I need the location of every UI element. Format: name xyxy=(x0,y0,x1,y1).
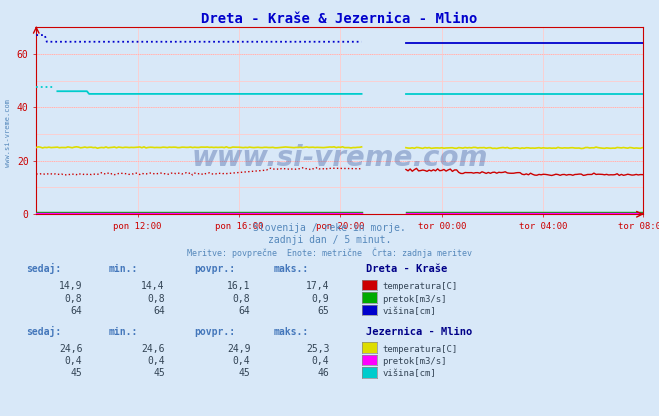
Text: 14,9: 14,9 xyxy=(59,281,82,291)
Text: 64: 64 xyxy=(71,306,82,316)
Text: sedaj:: sedaj: xyxy=(26,326,61,337)
Text: pretok[m3/s]: pretok[m3/s] xyxy=(382,295,447,304)
Text: 45: 45 xyxy=(71,369,82,379)
Text: 25,3: 25,3 xyxy=(306,344,330,354)
Text: sedaj:: sedaj: xyxy=(26,263,61,275)
Text: 65: 65 xyxy=(318,306,330,316)
Text: pretok[m3/s]: pretok[m3/s] xyxy=(382,357,447,366)
Text: zadnji dan / 5 minut.: zadnji dan / 5 minut. xyxy=(268,235,391,245)
Title: Dreta - Kraše & Jezernica - Mlino: Dreta - Kraše & Jezernica - Mlino xyxy=(201,12,478,26)
Text: 45: 45 xyxy=(239,369,250,379)
Text: 14,4: 14,4 xyxy=(141,281,165,291)
Text: Slovenija / reke in morje.: Slovenija / reke in morje. xyxy=(253,223,406,233)
Text: 16,1: 16,1 xyxy=(227,281,250,291)
Text: višina[cm]: višina[cm] xyxy=(382,307,436,316)
Text: temperatura[C]: temperatura[C] xyxy=(382,282,457,291)
Text: 0,8: 0,8 xyxy=(147,294,165,304)
Text: maks.:: maks.: xyxy=(273,265,308,275)
Text: 24,6: 24,6 xyxy=(141,344,165,354)
Text: Meritve: povprečne  Enote: metrične  Črta: zadnja meritev: Meritve: povprečne Enote: metrične Črta:… xyxy=(187,248,472,258)
Text: 64: 64 xyxy=(153,306,165,316)
Text: Dreta - Kraše: Dreta - Kraše xyxy=(366,265,447,275)
Text: 17,4: 17,4 xyxy=(306,281,330,291)
Text: 0,4: 0,4 xyxy=(233,356,250,366)
Text: 0,9: 0,9 xyxy=(312,294,330,304)
Text: 24,6: 24,6 xyxy=(59,344,82,354)
Text: min.:: min.: xyxy=(109,327,138,337)
Text: 24,9: 24,9 xyxy=(227,344,250,354)
Text: 0,4: 0,4 xyxy=(65,356,82,366)
Text: maks.:: maks.: xyxy=(273,327,308,337)
Text: povpr.:: povpr.: xyxy=(194,327,235,337)
Text: 0,8: 0,8 xyxy=(233,294,250,304)
Text: www.si-vreme.com: www.si-vreme.com xyxy=(5,99,11,167)
Text: min.:: min.: xyxy=(109,265,138,275)
Text: 46: 46 xyxy=(318,369,330,379)
Text: www.si-vreme.com: www.si-vreme.com xyxy=(191,144,488,172)
Text: 0,4: 0,4 xyxy=(147,356,165,366)
Text: višina[cm]: višina[cm] xyxy=(382,369,436,379)
Text: Jezernica - Mlino: Jezernica - Mlino xyxy=(366,327,472,337)
Text: 0,8: 0,8 xyxy=(65,294,82,304)
Text: temperatura[C]: temperatura[C] xyxy=(382,344,457,354)
Text: povpr.:: povpr.: xyxy=(194,265,235,275)
Text: 45: 45 xyxy=(153,369,165,379)
Text: 0,4: 0,4 xyxy=(312,356,330,366)
Text: 64: 64 xyxy=(239,306,250,316)
